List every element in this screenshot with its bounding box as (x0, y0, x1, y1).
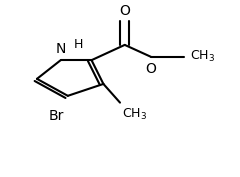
Text: N: N (55, 42, 66, 56)
Text: O: O (145, 62, 156, 76)
Text: H: H (74, 38, 83, 51)
Text: O: O (119, 4, 130, 18)
Text: CH$_3$: CH$_3$ (190, 49, 215, 64)
Text: CH$_3$: CH$_3$ (122, 107, 148, 122)
Text: Br: Br (48, 109, 64, 122)
